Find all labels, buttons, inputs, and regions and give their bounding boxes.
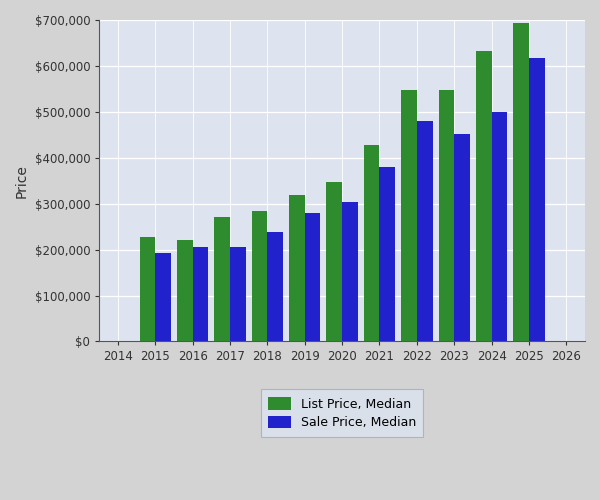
Bar [193, 248, 208, 342]
Bar [268, 232, 283, 342]
Bar [379, 167, 395, 342]
Bar [529, 58, 545, 342]
Bar [177, 240, 193, 342]
Bar [214, 218, 230, 342]
Bar [155, 253, 171, 342]
Y-axis label: Price: Price [15, 164, 29, 198]
Bar [401, 90, 417, 342]
Bar [305, 213, 320, 342]
Bar [513, 23, 529, 342]
Bar [364, 145, 379, 342]
Bar [454, 134, 470, 342]
Bar [251, 212, 268, 342]
Bar [491, 112, 507, 342]
Bar [476, 51, 491, 342]
Bar [140, 236, 155, 342]
Legend: List Price, Median, Sale Price, Median: List Price, Median, Sale Price, Median [261, 390, 424, 436]
Bar [342, 202, 358, 342]
Bar [439, 90, 454, 342]
Bar [289, 194, 305, 342]
Bar [326, 182, 342, 342]
Bar [230, 248, 245, 342]
Bar [417, 121, 433, 342]
